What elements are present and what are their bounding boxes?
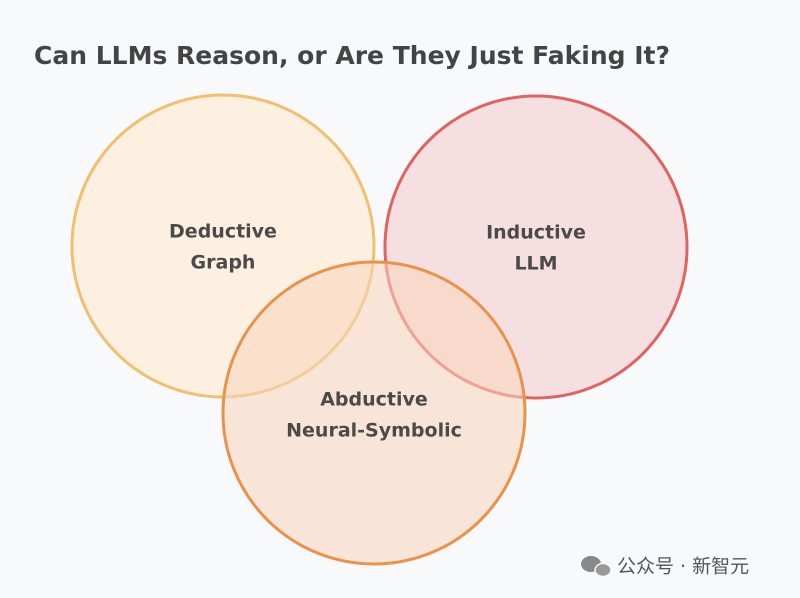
node-label: Neural-Symbolic (286, 420, 462, 442)
watermark: 公众号 · 新智元 (617, 556, 749, 578)
node-label: Inductive (486, 222, 586, 244)
title: Can LLMs Reason, or Are They Just Faking… (34, 41, 670, 70)
node-label: LLM (514, 253, 557, 275)
node-label: Graph (191, 252, 256, 274)
node-label: Deductive (169, 221, 277, 243)
watermark-icon (581, 556, 612, 578)
node-label: Abductive (320, 389, 428, 411)
abductive-circle (221, 260, 527, 566)
